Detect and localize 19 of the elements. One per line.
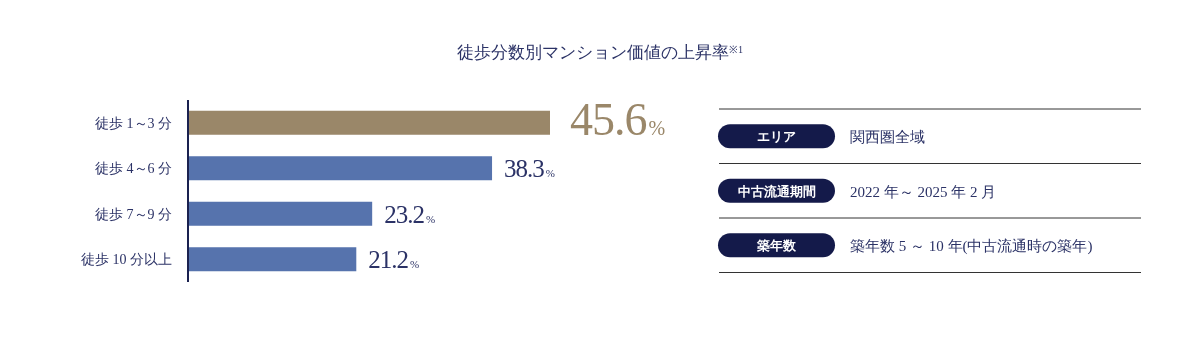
y-tick-label: 徒歩 7～9 分 <box>95 206 172 222</box>
data-label: 38.3% <box>504 155 555 183</box>
data-label: 23.2% <box>384 200 435 228</box>
text: 築年数 5 ～ 10 年(中古流通時の築年) <box>850 238 1093 256</box>
text: 中古流通期間 <box>737 183 816 199</box>
y-tick-label: 徒歩 4～6 分 <box>95 161 172 177</box>
text: 徒歩分数別マンション価値の上昇率$^{※1}$ <box>456 43 744 62</box>
data-label: 21.2% <box>368 246 420 274</box>
data-label: 45.6% <box>570 93 665 145</box>
text: 2022 年～ 2025 年 2 月 <box>850 183 997 200</box>
y-tick-label: 徒歩 10 分以上 <box>81 252 172 268</box>
text: エリア <box>757 129 796 145</box>
text: 築年数 <box>756 238 797 254</box>
y-tick-label: 徒歩 1～3 分 <box>95 115 172 131</box>
text: 関西圏全域 <box>850 129 925 146</box>
bar <box>188 247 357 272</box>
bar <box>188 201 373 226</box>
bar <box>188 156 493 181</box>
bar <box>188 110 550 135</box>
